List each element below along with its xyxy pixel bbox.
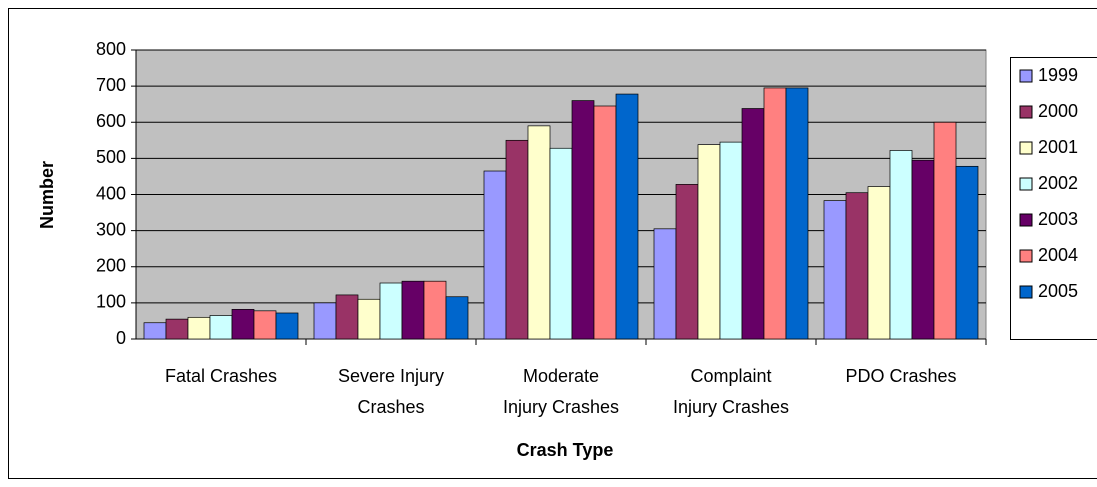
bar [423,280,447,340]
legend-label: 1999 [1038,65,1078,85]
bar [571,100,595,340]
bar [889,150,913,340]
bar [697,144,721,340]
x-tick-label: Severe Injury Crashes [337,366,445,417]
bar [527,125,551,340]
legend-label: 2001 [1038,137,1078,157]
legend-swatch [1019,177,1033,191]
bar [401,280,425,340]
bar [719,141,743,340]
y-tick-label: 100 [96,292,126,312]
legend-swatch [1019,69,1033,83]
bar [955,165,979,340]
bar [357,298,381,340]
legend-swatch [1019,141,1033,155]
legend-label: 2004 [1038,245,1078,265]
bar [911,159,935,340]
legend-label: 2002 [1038,173,1078,193]
y-tick-label: 400 [96,183,126,203]
x-tick-label: Moderate Injury Crashes [502,366,620,417]
y-tick-label: 0 [116,328,126,348]
bar [313,302,337,340]
bar [483,170,507,340]
bar [275,312,299,340]
y-tick-label: 800 [96,39,126,59]
x-axis-title: Crash Type [517,440,614,460]
bar [741,108,765,340]
bar [763,87,787,340]
bar [845,192,869,340]
x-tick-label: Fatal Crashes [164,366,278,386]
bar [867,186,891,340]
bar [209,315,233,340]
legend-label: 2000 [1038,101,1078,121]
bar [549,147,573,340]
legend-label: 2005 [1038,281,1078,301]
legend-swatch [1019,249,1033,263]
y-tick-label: 200 [96,256,126,276]
y-axis-title: Number [37,161,57,229]
bar [165,318,189,340]
bar [675,184,699,340]
bar [823,200,847,340]
y-tick-label: 300 [96,219,126,239]
legend-swatch [1019,105,1033,119]
y-tick-label: 700 [96,75,126,95]
bar [593,105,617,340]
bar [445,296,469,340]
bar [335,294,359,340]
bar [933,121,957,340]
bar [379,282,403,340]
legend-label: 2003 [1038,209,1078,229]
bar [143,322,167,340]
y-tick-label: 600 [96,111,126,131]
legend-swatch [1019,285,1033,299]
x-tick-label: PDO Crashes [845,366,957,386]
y-tick-label: 500 [96,147,126,167]
bar [231,309,255,340]
x-tick-label: Complaint Injury Crashes [672,366,790,417]
bar [187,316,211,340]
bar [653,228,677,340]
bar [253,310,277,340]
bar [505,139,529,340]
legend-swatch [1019,213,1033,227]
bar [615,93,639,340]
bar [785,87,809,340]
